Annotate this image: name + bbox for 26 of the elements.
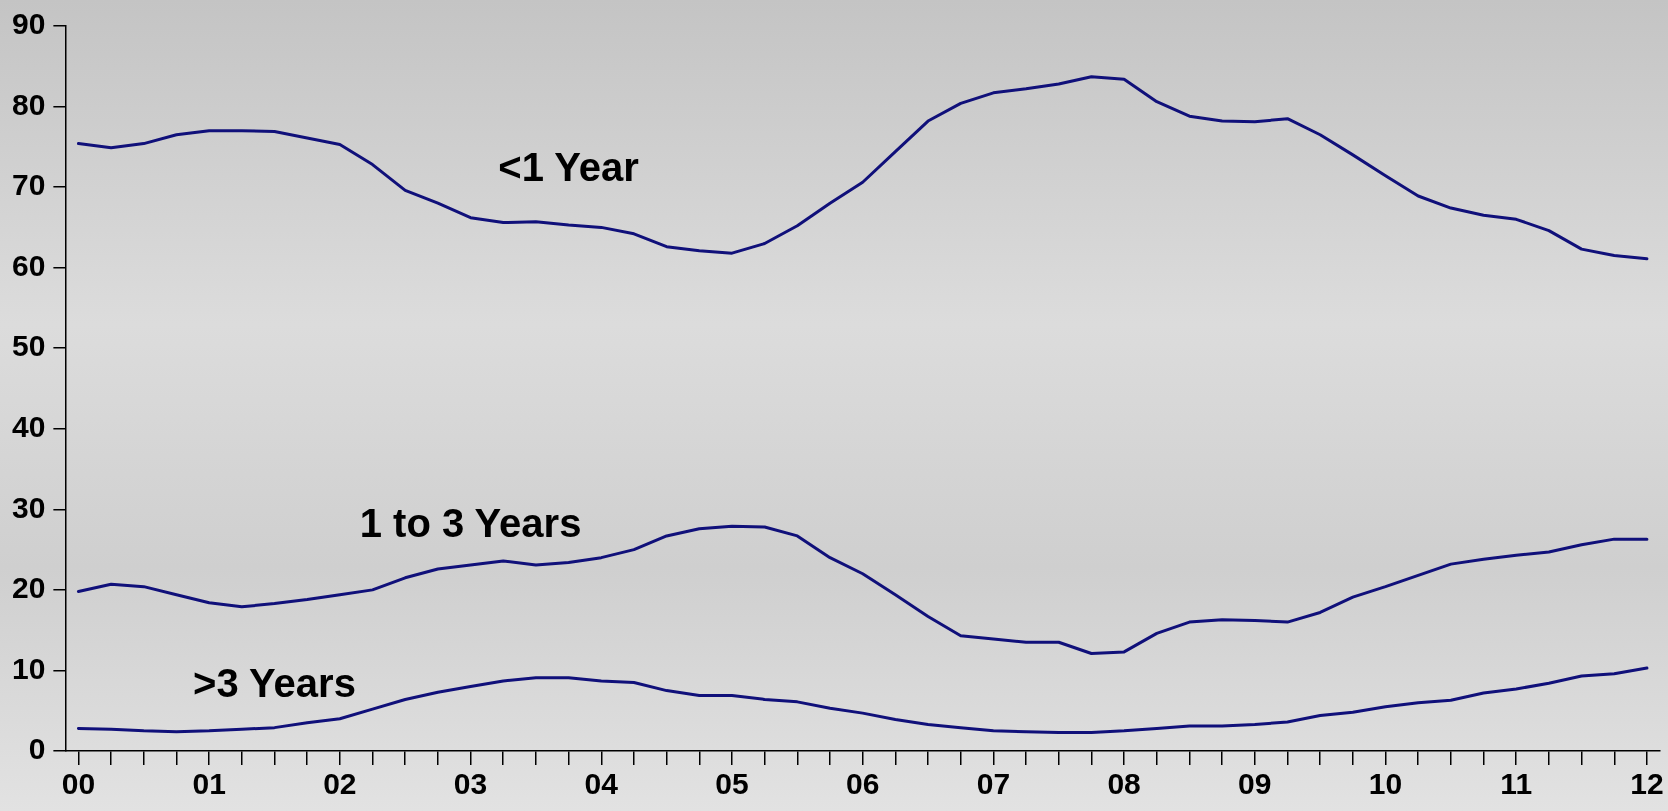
y-tick-label: 50 <box>11 329 46 363</box>
x-tick-label: 07 <box>976 767 1011 801</box>
series-label: >3 Years <box>193 660 356 705</box>
x-tick-label: 11 <box>1500 767 1533 801</box>
x-tick-label: 01 <box>192 767 226 801</box>
x-tick-label: 04 <box>584 767 619 801</box>
x-tick-label: 06 <box>846 767 880 801</box>
y-tick-label: 40 <box>11 410 46 444</box>
series-label: 1 to 3 Years <box>359 501 582 546</box>
x-tick-label: 00 <box>61 767 96 801</box>
y-tick-label: 30 <box>11 490 46 524</box>
y-tick-label: 20 <box>11 571 46 605</box>
y-tick-label: 60 <box>11 248 46 282</box>
x-tick-label: 05 <box>715 767 749 801</box>
x-tick-label: 10 <box>1368 767 1403 801</box>
y-tick-label: 0 <box>28 732 46 766</box>
x-tick-label: 02 <box>323 767 357 801</box>
y-tick-label: 70 <box>11 168 46 202</box>
x-tick-label: 09 <box>1238 767 1272 801</box>
y-tick-label: 80 <box>11 87 46 121</box>
x-tick-label: 12 <box>1630 767 1664 801</box>
y-tick-label: 90 <box>11 7 46 41</box>
series-label: <1 Year <box>498 145 639 190</box>
y-tick-label: 10 <box>11 651 46 685</box>
x-tick-label: 08 <box>1107 767 1141 801</box>
x-tick-label: 03 <box>453 767 488 801</box>
